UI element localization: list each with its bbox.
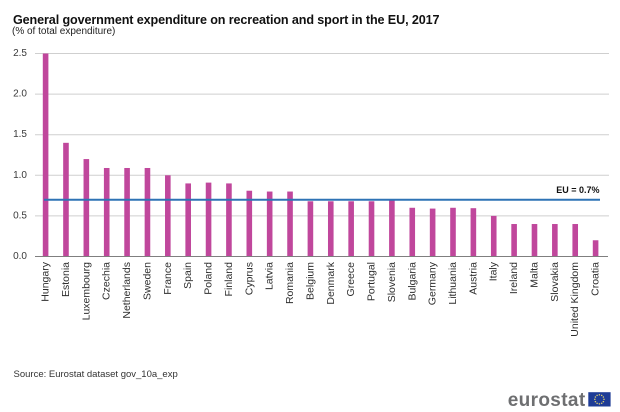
svg-text:Cyprus: Cyprus	[243, 262, 255, 295]
svg-text:Austria: Austria	[467, 262, 479, 295]
svg-text:Luxembourg: Luxembourg	[80, 262, 92, 321]
svg-text:United Kingdom: United Kingdom	[569, 262, 581, 337]
svg-text:Greece: Greece	[345, 262, 357, 297]
svg-text:1.0: 1.0	[13, 170, 27, 181]
svg-text:Spain: Spain	[182, 262, 194, 289]
svg-text:Bulgaria: Bulgaria	[406, 262, 418, 301]
svg-text:Portugal: Portugal	[366, 262, 378, 301]
svg-text:eurostat: eurostat	[508, 390, 586, 411]
svg-text:Finland: Finland	[223, 262, 235, 297]
svg-text:Slovenia: Slovenia	[386, 262, 398, 302]
svg-text:Italy: Italy	[488, 261, 500, 281]
svg-text:Slovakia: Slovakia	[549, 262, 561, 302]
svg-text:Denmark: Denmark	[325, 261, 337, 304]
svg-text:Poland: Poland	[203, 262, 215, 295]
svg-text:Croatia: Croatia	[590, 262, 602, 296]
svg-text:Source: Eurostat dataset gov_1: Source: Eurostat dataset gov_10a_exp	[14, 369, 178, 380]
svg-text:Lithuania: Lithuania	[447, 262, 459, 305]
svg-text:France: France	[162, 262, 174, 295]
svg-text:Malta: Malta	[528, 262, 540, 288]
svg-text:0.0: 0.0	[13, 251, 27, 262]
svg-text:Estonia: Estonia	[60, 262, 72, 297]
svg-text:1.5: 1.5	[13, 129, 27, 140]
svg-text:Netherlands: Netherlands	[121, 262, 133, 319]
svg-text:Czechia: Czechia	[101, 262, 113, 300]
svg-text:Belgium: Belgium	[304, 262, 316, 300]
svg-text:2.0: 2.0	[13, 89, 27, 100]
svg-text:EU = 0.7%: EU = 0.7%	[556, 185, 599, 195]
svg-text:Germany: Germany	[427, 261, 439, 305]
svg-text:General government expenditure: General government expenditure on recrea…	[13, 13, 440, 27]
svg-text:0.5: 0.5	[13, 210, 27, 221]
svg-text:Latvia: Latvia	[264, 262, 276, 290]
svg-text:Ireland: Ireland	[508, 262, 520, 294]
svg-text:Romania: Romania	[284, 262, 296, 304]
svg-text:Sweden: Sweden	[141, 262, 153, 300]
svg-text:(% of total expenditure): (% of total expenditure)	[12, 26, 115, 37]
svg-text:2.5: 2.5	[13, 48, 27, 59]
svg-text:Hungary: Hungary	[40, 261, 52, 301]
